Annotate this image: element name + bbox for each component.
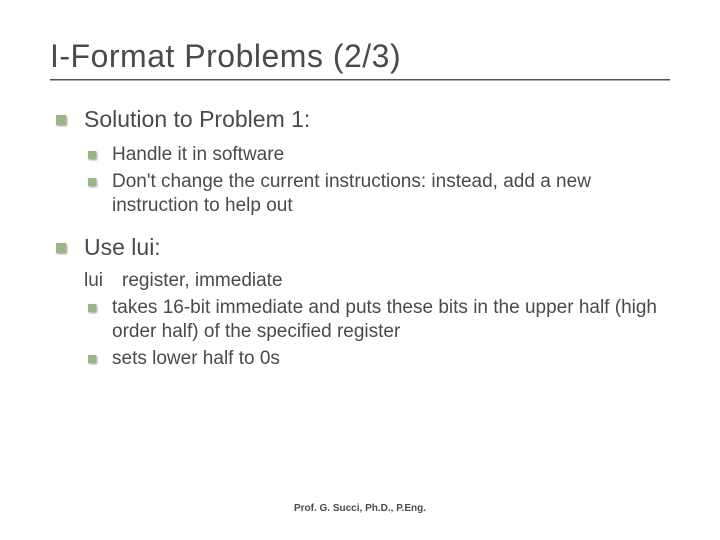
sub-list-item: Handle it in software: [84, 143, 670, 168]
sub-list-item: takes 16-bit immediate and puts these bi…: [84, 296, 670, 345]
list-item-label: Use lui:: [84, 234, 161, 260]
sub-list-item: Don't change the current instructions: i…: [84, 170, 670, 219]
slide-title: I-Format Problems (2/3): [50, 38, 670, 75]
sub-list-item: sets lower half to 0s: [84, 347, 670, 372]
code-line: lui register, immediate: [84, 269, 670, 294]
footer-text: Prof. G. Succi, Ph.D., P.Eng.: [0, 503, 720, 514]
title-underline: [50, 79, 670, 81]
list-item: Use lui: lui register, immediate takes 1…: [50, 233, 670, 372]
list-item: Solution to Problem 1: Handle it in soft…: [50, 105, 670, 219]
slide: I-Format Problems (2/3) Solution to Prob…: [0, 0, 720, 540]
sub-list: takes 16-bit immediate and puts these bi…: [84, 296, 670, 372]
content-list: Solution to Problem 1: Handle it in soft…: [50, 105, 670, 372]
list-item-label: Solution to Problem 1:: [84, 106, 310, 132]
sub-list: Handle it in software Don't change the c…: [84, 143, 670, 219]
